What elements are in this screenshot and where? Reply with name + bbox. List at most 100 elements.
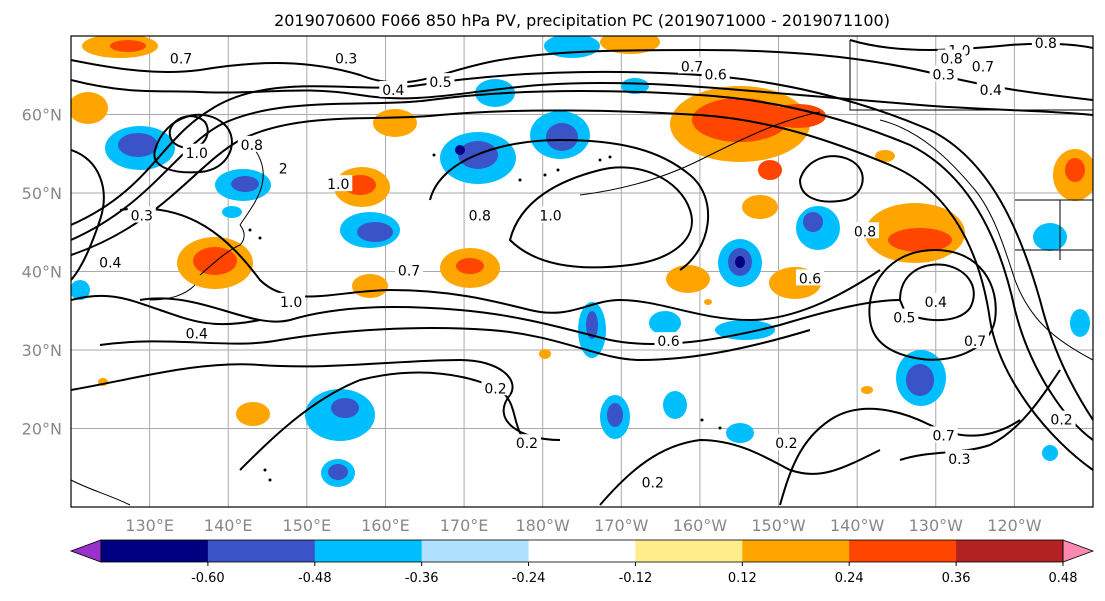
svg-text:0.2: 0.2 — [642, 475, 664, 491]
map-frame — [70, 35, 1094, 508]
colorbar-tick-label: -0.24 — [512, 571, 546, 586]
x-tick-label: 130°W — [909, 516, 964, 535]
contour-label: 0.4 — [921, 292, 950, 311]
x-tick-label: 130°E — [125, 516, 174, 535]
svg-text:0.3: 0.3 — [335, 52, 357, 68]
colorbar-bin — [421, 540, 530, 562]
x-tick-label: 150°W — [751, 516, 806, 535]
svg-text:0.5: 0.5 — [429, 75, 451, 91]
svg-text:0.6: 0.6 — [657, 334, 679, 350]
contour-label: 0.5 — [890, 308, 919, 327]
svg-text:0.7: 0.7 — [170, 52, 192, 68]
x-tick-label: 140°E — [204, 516, 253, 535]
x-tick-label: 120°W — [987, 516, 1042, 535]
contour-label: 1.0 — [182, 143, 211, 162]
svg-text:1.0: 1.0 — [539, 209, 561, 225]
contour-labels: 0.70.30.40.50.70.60.81.00.80.70.30.41.00… — [96, 36, 1076, 491]
contour-label: 0.8 — [1031, 36, 1060, 52]
svg-text:0.3: 0.3 — [131, 209, 153, 225]
contour-label: 0.7 — [395, 261, 424, 280]
contour-label: 0.4 — [976, 80, 1005, 99]
contour-label: 0.7 — [968, 57, 997, 75]
svg-text:0.7: 0.7 — [398, 264, 420, 280]
contour-label: 0.7 — [167, 49, 196, 68]
svg-text:0.7: 0.7 — [932, 428, 954, 444]
coastlines — [71, 40, 1093, 506]
svg-text:0.5: 0.5 — [893, 311, 915, 327]
colorbar-bin — [101, 540, 209, 562]
svg-text:2: 2 — [279, 161, 288, 177]
colorbar-bin — [314, 540, 423, 562]
svg-text:0.8: 0.8 — [241, 138, 263, 154]
chart-title: 2019070600 F066 850 hPa PV, precipitatio… — [274, 11, 890, 30]
map-area: 0.70.30.40.50.70.60.81.00.80.70.30.41.00… — [71, 36, 1093, 507]
x-tick-label: 170°E — [440, 516, 489, 535]
contour-label: 0.7 — [961, 332, 990, 350]
colorbar-bin — [956, 540, 1064, 562]
colorbar-tick-label: -0.12 — [619, 571, 653, 586]
colorbar-bin — [528, 540, 636, 562]
precip-shading — [71, 36, 1093, 487]
colorbar-tick-label: -0.48 — [298, 571, 332, 586]
svg-text:0.2: 0.2 — [516, 436, 538, 452]
y-tick-label: 60°N — [22, 106, 62, 125]
svg-text:0.3: 0.3 — [932, 67, 954, 83]
y-tick-label: 30°N — [22, 341, 62, 360]
x-tick-label: 160°E — [361, 516, 410, 535]
contour-label: 0.3 — [945, 449, 974, 468]
contour-label: 1.0 — [536, 206, 565, 225]
colorbar-bin — [635, 540, 743, 562]
x-tick-label: 180°W — [516, 516, 571, 535]
contour-label: 0.2 — [481, 379, 510, 397]
svg-text:0.4: 0.4 — [186, 326, 208, 342]
contour-label: 0.7 — [929, 426, 958, 444]
svg-text:0.7: 0.7 — [964, 334, 986, 350]
colorbar-tick-label: -0.36 — [405, 571, 439, 586]
svg-text:0.4: 0.4 — [925, 295, 947, 311]
contour-label: 0.7 — [678, 57, 707, 75]
x-axis-ticks: 130°E 140°E 150°E 160°E 170°E 180°W 170°W 160°W… — [125, 516, 1041, 535]
colorbar-bin — [849, 540, 957, 562]
x-tick-label: 160°W — [673, 516, 728, 535]
svg-text:0.4: 0.4 — [980, 83, 1002, 99]
svg-text:0.8: 0.8 — [469, 209, 491, 225]
contour-label: 0.8 — [851, 222, 880, 240]
contour-label: 0.6 — [654, 332, 683, 350]
svg-text:0.6: 0.6 — [705, 67, 727, 83]
contour-label: 0.4 — [182, 324, 211, 342]
svg-text:0.4: 0.4 — [99, 256, 121, 272]
svg-text:0.6: 0.6 — [799, 271, 821, 287]
colorbar-tick-label: 0.12 — [728, 571, 757, 586]
contour-label: 0.8 — [465, 206, 494, 225]
x-tick-label: 170°W — [594, 516, 649, 535]
svg-text:0.2: 0.2 — [484, 381, 506, 397]
contour-label: 0.5 — [426, 73, 455, 91]
y-tick-label: 50°N — [22, 184, 62, 203]
y-tick-label: 20°N — [22, 420, 62, 439]
contour-label: 0.8 — [937, 49, 966, 68]
contour-label: 0.3 — [127, 206, 156, 225]
contour-label: 2 — [277, 159, 290, 177]
colorbar-tick-label: 0.36 — [942, 571, 971, 586]
svg-text:0.8: 0.8 — [1035, 36, 1057, 52]
contour-label: 0.2 — [772, 434, 801, 452]
contour-label: 1.0 — [277, 292, 306, 311]
svg-text:0.2: 0.2 — [1050, 413, 1072, 429]
contour-label: 0.6 — [701, 65, 730, 83]
contour-label: 0.2 — [512, 434, 541, 452]
colorbar-bin — [207, 540, 316, 562]
svg-text:0.3: 0.3 — [948, 452, 970, 468]
colorbar-tick-label: 0.48 — [1049, 571, 1078, 586]
contour-label: 0.3 — [332, 49, 361, 68]
svg-text:1.0: 1.0 — [186, 146, 208, 162]
colorbar-tick-label: 0.24 — [835, 571, 864, 586]
y-axis-ticks: 20°N 30°N 40°N 50°N 60°N — [22, 106, 62, 439]
contour-label: 0.4 — [96, 253, 125, 272]
contour-label: 0.2 — [638, 473, 667, 491]
x-tick-label: 150°E — [283, 516, 332, 535]
contour-label: 0.8 — [237, 135, 266, 154]
svg-text:0.7: 0.7 — [681, 59, 703, 75]
svg-text:0.2: 0.2 — [775, 436, 797, 452]
contour-label: 0.4 — [379, 80, 408, 99]
